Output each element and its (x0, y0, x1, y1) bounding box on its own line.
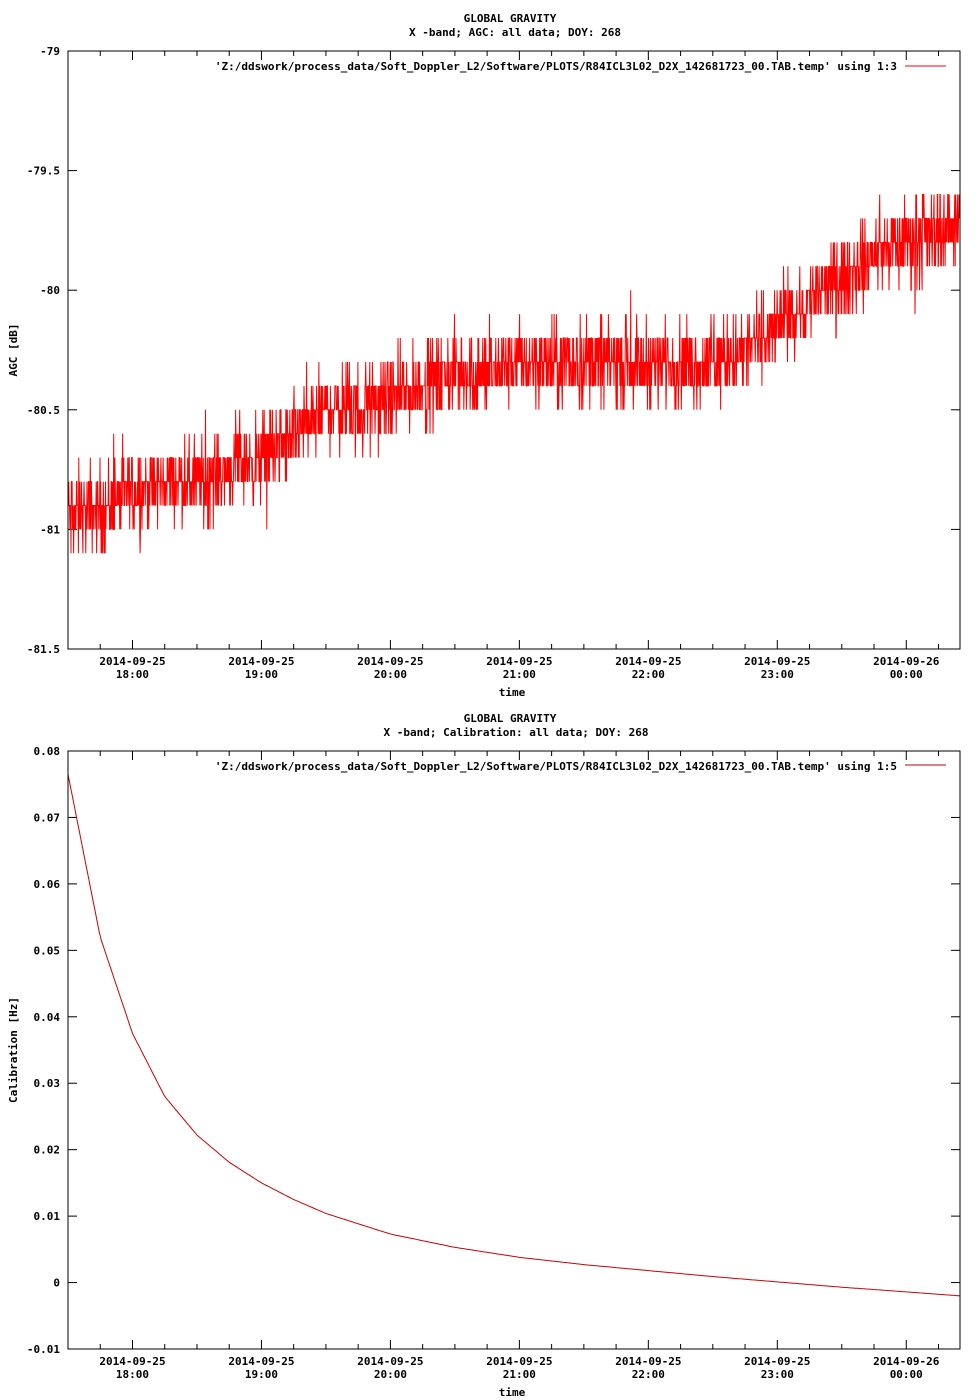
chart-calibration: GLOBAL GRAVITY X -band; Calibration: all… (7, 712, 961, 1399)
y-tick-label: -81 (40, 523, 60, 536)
y-tick-label: -80.5 (27, 404, 60, 417)
x-ticks: 2014-09-2518:002014-09-2519:002014-09-25… (67, 51, 940, 681)
x-tick-date: 2014-09-25 (486, 655, 552, 668)
y-tick-label: -80 (40, 284, 60, 297)
y-tick-label: 0.08 (34, 745, 61, 758)
y-axis-label: Calibration [Hz] (7, 997, 20, 1103)
x-tick-date: 2014-09-25 (228, 655, 294, 668)
x-tick-time: 23:00 (761, 1368, 794, 1381)
x-tick-time: 19:00 (245, 668, 278, 681)
x-ticks: 2014-09-2518:002014-09-2519:002014-09-25… (67, 751, 940, 1381)
x-tick-time: 21:00 (503, 1368, 536, 1381)
x-tick-date: 2014-09-25 (357, 1355, 423, 1368)
plot-frame (67, 50, 961, 650)
x-tick-date: 2014-09-25 (486, 1355, 552, 1368)
x-tick-time: 00:00 (890, 668, 923, 681)
y-tick-label: -79 (40, 45, 60, 58)
y-tick-label: 0.01 (34, 1210, 61, 1223)
x-tick-date: 2014-09-26 (873, 1355, 940, 1368)
x-tick-date: 2014-09-25 (99, 1355, 165, 1368)
legend-label: 'Z:/ddswork/process_data/Soft_Doppler_L2… (215, 60, 897, 73)
y-tick-label: -81.5 (27, 643, 60, 656)
chart-title: GLOBAL GRAVITY (464, 12, 557, 25)
y-ticks: -79 -79.5 -80 -80.5 -81 -81.5 (27, 45, 960, 656)
x-tick-time: 00:00 (890, 1368, 923, 1381)
x-axis-label: time (499, 1386, 526, 1399)
x-tick-date: 2014-09-25 (99, 655, 165, 668)
y-tick-label: -79.5 (27, 165, 60, 178)
series-line (67, 774, 961, 1297)
chart-subtitle: X -band; AGC: all data; DOY: 268 (409, 26, 621, 39)
x-tick-date: 2014-09-25 (228, 1355, 294, 1368)
y-tick-label: 0.07 (34, 811, 61, 824)
x-axis-label: time (499, 686, 526, 699)
x-tick-date: 2014-09-25 (357, 655, 423, 668)
x-tick-date: 2014-09-25 (615, 1355, 681, 1368)
x-tick-time: 22:00 (632, 668, 665, 681)
x-tick-time: 18:00 (116, 668, 149, 681)
y-tick-label: 0.02 (34, 1144, 61, 1157)
y-tick-label: 0.04 (34, 1011, 61, 1024)
x-tick-date: 2014-09-25 (744, 655, 810, 668)
x-tick-time: 23:00 (761, 668, 794, 681)
chart-title: GLOBAL GRAVITY (464, 712, 557, 725)
x-tick-date: 2014-09-26 (873, 655, 940, 668)
x-tick-time: 18:00 (116, 1368, 149, 1381)
x-tick-time: 20:00 (374, 1368, 407, 1381)
y-tick-label: 0.06 (34, 878, 61, 891)
y-ticks: 0.08 0.07 0.06 0.05 0.04 0.03 0.02 0.01 0 -0.01 (27, 745, 960, 1356)
x-tick-time: 20:00 (374, 668, 407, 681)
y-tick-label: 0.05 (34, 944, 61, 957)
legend-label: 'Z:/ddswork/process_data/Soft_Doppler_L2… (215, 760, 897, 773)
x-tick-time: 22:00 (632, 1368, 665, 1381)
y-tick-label: 0 (53, 1277, 60, 1290)
y-axis-label: AGC [dB] (7, 324, 20, 377)
plot-frame (67, 750, 961, 1350)
x-tick-date: 2014-09-25 (744, 1355, 810, 1368)
series-line (67, 194, 961, 554)
y-tick-label: 0.03 (34, 1077, 61, 1090)
x-tick-time: 19:00 (245, 1368, 278, 1381)
chart-agc: GLOBAL GRAVITY X -band; AGC: all data; D… (7, 12, 961, 699)
x-tick-time: 21:00 (503, 668, 536, 681)
y-tick-label: -0.01 (27, 1343, 60, 1356)
x-tick-date: 2014-09-25 (615, 655, 681, 668)
chart-subtitle: X -band; Calibration: all data; DOY: 268 (384, 726, 649, 739)
